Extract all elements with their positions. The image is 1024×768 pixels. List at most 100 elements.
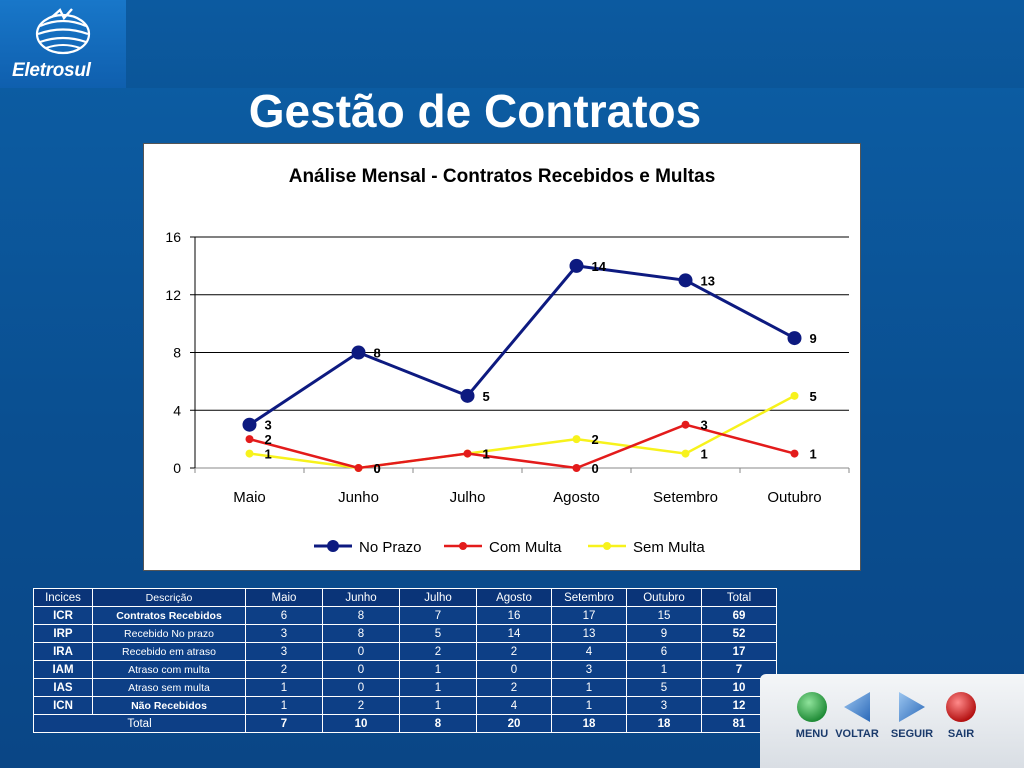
table-row: IAS Atraso sem multa 1 0 1 2 1 5 10 — [33, 678, 777, 697]
value-cell: 1 — [551, 696, 627, 715]
x-tick-label: Junho — [338, 489, 379, 506]
data-label: 9 — [810, 331, 817, 346]
data-label: 0 — [374, 461, 381, 476]
data-label: 1 — [810, 447, 817, 462]
legend-label: Com Multa — [489, 539, 562, 556]
value-cell: 17 — [551, 606, 627, 625]
value-cell: 16 — [476, 606, 552, 625]
data-label: 13 — [701, 273, 715, 288]
data-label: 2 — [265, 432, 272, 447]
total-value-cell: 18 — [626, 714, 702, 733]
value-cell: 8 — [322, 624, 400, 643]
x-tick-label: Agosto — [553, 489, 600, 506]
index-code-cell: IAS — [33, 678, 93, 697]
value-cell: 5 — [399, 624, 477, 643]
y-tick-label: 12 — [165, 287, 181, 303]
series-line — [248, 264, 796, 426]
y-tick-label: 4 — [173, 402, 181, 418]
table-row: IRA Recebido em atraso 3 0 2 2 4 6 17 — [33, 642, 777, 661]
description-cell: Recebido No prazo — [92, 624, 246, 643]
back-label: VOLTAR — [835, 728, 879, 740]
data-point — [460, 388, 475, 403]
legend-label: No Prazo — [359, 539, 422, 556]
value-cell: 9 — [626, 624, 702, 643]
value-cell: 2 — [399, 642, 477, 661]
value-cell: 1 — [399, 696, 477, 715]
legend-marker — [327, 540, 339, 552]
data-point — [572, 435, 581, 444]
description-cell: Não Recebidos — [92, 696, 246, 715]
table-row: IRP Recebido No prazo 3 8 5 14 13 9 52 — [33, 624, 777, 643]
brand-name: Eletrosul — [12, 60, 91, 81]
data-label: 5 — [483, 389, 490, 404]
total-cell: 52 — [701, 624, 777, 643]
chart-panel: Análise Mensal - Contratos Recebidos e M… — [143, 143, 861, 571]
table-header-cell: Incices — [33, 588, 93, 607]
data-point — [681, 449, 690, 458]
chart-title: Análise Mensal - Contratos Recebidos e M… — [289, 166, 716, 187]
table-header-row: Incices Descrição Maio Junho Julho Agosto Sete… — [33, 588, 777, 607]
x-tick-label: Julho — [450, 489, 486, 506]
index-code-cell: IRA — [33, 642, 93, 661]
legend-marker — [603, 542, 611, 550]
navigation-panel: MENU VOLTAR SEGUIR SAIR — [760, 674, 1024, 768]
y-tick-label: 16 — [165, 229, 181, 245]
data-label: 1 — [483, 447, 490, 462]
value-cell: 0 — [322, 642, 400, 661]
value-cell: 2 — [322, 696, 400, 715]
data-label: 8 — [374, 346, 381, 361]
total-cell: 17 — [701, 642, 777, 661]
total-value-cell: 20 — [476, 714, 552, 733]
exit-button[interactable]: SAIR — [933, 690, 989, 740]
data-label: 2 — [592, 432, 599, 447]
legend-label: Sem Multa — [633, 539, 705, 556]
value-cell: 1 — [626, 660, 702, 679]
total-value-cell: 7 — [245, 714, 323, 733]
value-cell: 6 — [245, 606, 323, 625]
line-chart: Análise Mensal - Contratos Recebidos e M… — [165, 166, 850, 556]
value-cell: 1 — [245, 678, 323, 697]
description-cell: Recebido em atraso — [92, 642, 246, 661]
table-row: ICR Contratos Recebidos 6 8 7 16 17 15 69 — [33, 606, 777, 625]
data-point — [245, 449, 254, 458]
data-label: 0 — [374, 461, 381, 476]
globe-logo-icon — [35, 8, 91, 55]
value-cell: 1 — [551, 678, 627, 697]
data-label: 1 — [265, 447, 272, 462]
table-header-cell: Descrição — [92, 588, 246, 607]
data-point — [245, 435, 254, 444]
total-value-cell: 10 — [322, 714, 400, 733]
page-title: Gestão de Contratos — [248, 85, 702, 137]
value-cell: 0 — [476, 660, 552, 679]
table-header-cell: Julho — [399, 588, 477, 607]
value-cell: 1 — [399, 660, 477, 679]
x-tick-label: Outubro — [767, 489, 821, 506]
next-button[interactable]: SEGUIR — [884, 690, 940, 740]
value-cell: 2 — [245, 660, 323, 679]
table-row: ICN Não Recebidos 1 2 1 4 1 3 12 — [33, 696, 777, 715]
data-label: 1 — [483, 447, 490, 462]
total-value-cell: 18 — [551, 714, 627, 733]
description-cell: Atraso com multa — [92, 660, 246, 679]
index-code-cell: ICN — [33, 696, 93, 715]
data-label: 0 — [592, 461, 599, 476]
menu-button[interactable]: MENU — [784, 690, 840, 740]
table-header-cell: Total — [701, 588, 777, 607]
value-cell: 3 — [551, 660, 627, 679]
data-label: 3 — [265, 418, 272, 433]
value-cell: 0 — [322, 678, 400, 697]
data-label: 1 — [701, 447, 708, 462]
y-tick-label: 0 — [173, 460, 181, 476]
table-header-cell: Setembro — [551, 588, 627, 607]
index-code-cell: ICR — [33, 606, 93, 625]
description-cell: Atraso sem multa — [92, 678, 246, 697]
data-point — [354, 464, 363, 472]
data-point — [681, 420, 690, 429]
value-cell: 2 — [476, 642, 552, 661]
x-tick-label: Maio — [233, 489, 266, 506]
legend-marker — [459, 542, 467, 550]
table-row: IAM Atraso com multa 2 0 1 0 3 1 7 — [33, 660, 777, 679]
back-button[interactable]: VOLTAR — [829, 690, 885, 740]
data-point — [790, 449, 799, 458]
total-cell: 7 — [701, 660, 777, 679]
